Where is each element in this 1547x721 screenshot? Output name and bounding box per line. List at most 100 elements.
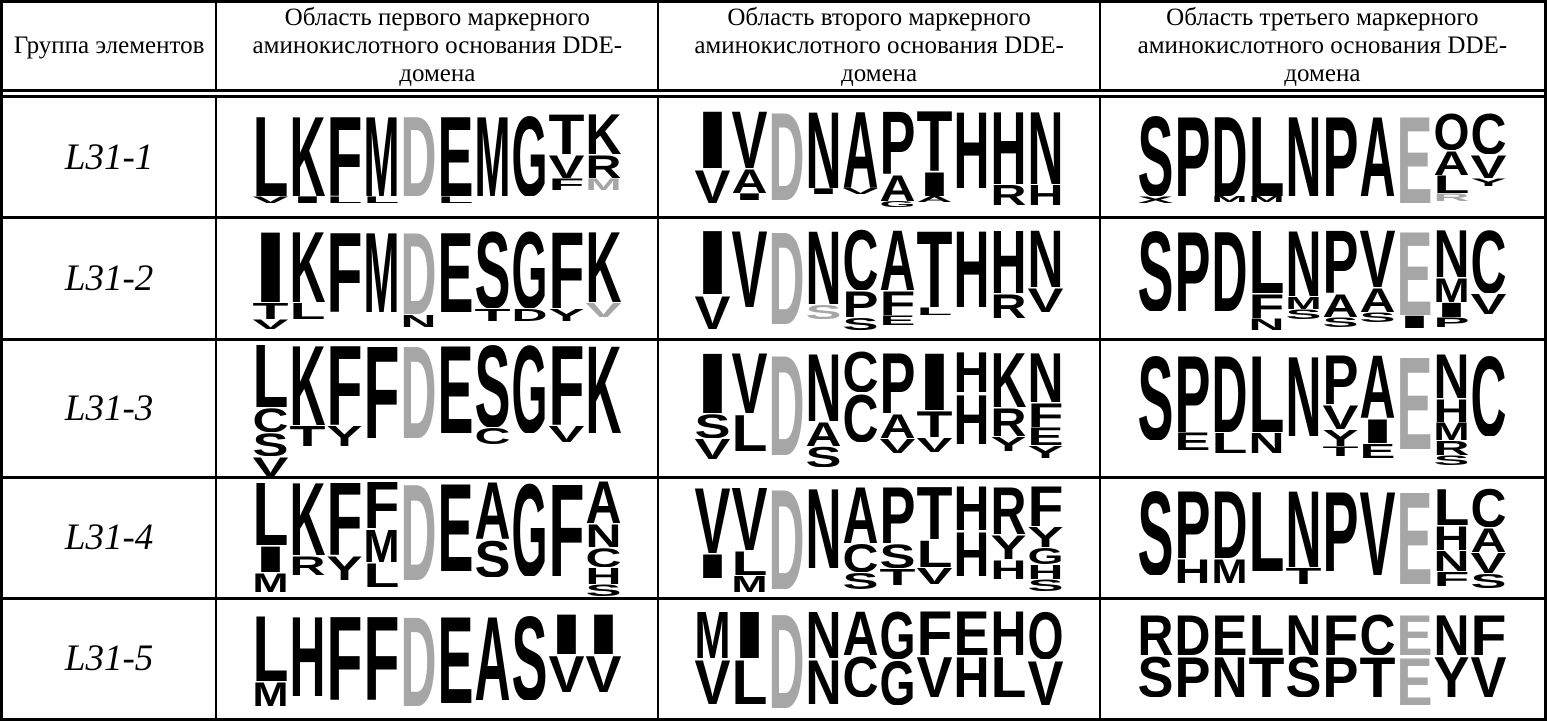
logo-letter: R: [1434, 440, 1470, 455]
svg-text:V: V: [253, 456, 289, 476]
logo-position-stack: N: [1285, 112, 1322, 196]
logo-letter: K: [290, 112, 326, 196]
svg-text:I: I: [732, 193, 768, 200]
logo-letter: H: [1028, 564, 1064, 579]
logo-letter: R: [1138, 613, 1174, 655]
logo-letter: M: [1249, 196, 1285, 202]
svg-text:Y: Y: [1323, 429, 1359, 446]
logo-letter: A: [917, 196, 953, 202]
svg-text:M: M: [475, 112, 511, 196]
svg-text:F: F: [549, 479, 585, 576]
svg-text:N: N: [806, 609, 842, 658]
logo-letter: V: [1323, 404, 1359, 429]
logo-letter: E: [1175, 432, 1211, 450]
svg-text:G: G: [512, 341, 548, 433]
svg-text:K: K: [586, 112, 622, 154]
logo-letter: L: [364, 196, 400, 203]
svg-text:R: R: [991, 293, 1027, 318]
svg-text:M: M: [364, 228, 400, 312]
logo-position-stack: D: [768, 350, 805, 455]
logo-letter: P: [880, 350, 916, 413]
logo-letter: N: [1434, 227, 1470, 277]
svg-text:F: F: [327, 341, 363, 425]
logo-letter: F: [327, 341, 363, 425]
svg-text:E: E: [1028, 427, 1064, 445]
logo-letter: A: [1434, 150, 1470, 175]
svg-text:C: C: [1471, 112, 1507, 154]
logo-letter: K: [586, 112, 622, 154]
logo-letter: A: [475, 612, 511, 700]
logo-letter: A: [1360, 287, 1396, 312]
svg-text:T: T: [917, 484, 953, 539]
svg-text:M: M: [732, 575, 768, 592]
logo-letter: V: [695, 294, 731, 329]
svg-text:T: T: [253, 302, 289, 319]
logo-letter: M: [732, 575, 768, 592]
logo-letter: E: [438, 479, 474, 571]
logo-letter: N: [586, 523, 622, 547]
svg-text:A: A: [475, 479, 511, 539]
logo-position-stack: D: [400, 479, 437, 580]
logo-letter: E: [1397, 655, 1433, 705]
svg-text:S: S: [1471, 573, 1507, 588]
svg-text:S: S: [1434, 455, 1470, 465]
header-second-marker-region: Область второго маркерного аминокислотно…: [657, 3, 1098, 89]
svg-text:L: L: [364, 196, 400, 203]
logo-letter: M: [253, 681, 289, 706]
logo-letter: Y: [1028, 445, 1064, 458]
logo-letter: V: [695, 658, 731, 704]
logo-letter: I: [695, 350, 731, 413]
svg-text:N: N: [806, 227, 842, 304]
logo-letter: V: [1471, 655, 1507, 697]
svg-text:V: V: [586, 302, 622, 317]
logo-letter: D: [1212, 227, 1248, 311]
svg-text:G: G: [880, 659, 916, 705]
svg-text:I: I: [1397, 315, 1433, 328]
svg-text:E: E: [438, 112, 474, 196]
logo-letter: V: [695, 484, 731, 553]
logo-letter: H: [1434, 398, 1470, 422]
svg-text:H: H: [1175, 558, 1211, 583]
logo-letter: E: [1028, 427, 1064, 445]
logo-letter: C: [843, 543, 879, 572]
logo-position-stack: D: [1211, 227, 1248, 311]
svg-text:A: A: [1434, 150, 1470, 175]
logo-letter: E: [1397, 487, 1433, 584]
logo-letter: I: [290, 196, 326, 203]
logo-letter: L: [438, 196, 474, 203]
logo-letter: V: [586, 654, 622, 692]
logo-letter: P: [1175, 487, 1211, 558]
svg-text:H: H: [954, 350, 990, 392]
logo-letter: A: [1360, 352, 1396, 418]
logo-letter: I: [695, 553, 731, 578]
svg-text:A: A: [843, 609, 879, 655]
svg-text:X: X: [1138, 196, 1174, 203]
logo-position-stack: G: [511, 341, 548, 433]
logo-letter: S: [843, 317, 879, 330]
logo-letter: V: [917, 567, 953, 584]
svg-text:C: C: [253, 407, 289, 432]
logo-letter: L: [732, 658, 768, 704]
svg-text:P: P: [880, 484, 916, 543]
svg-text:S: S: [1360, 312, 1396, 322]
logo-letter: P: [1175, 352, 1211, 432]
svg-text:I: I: [586, 612, 622, 654]
